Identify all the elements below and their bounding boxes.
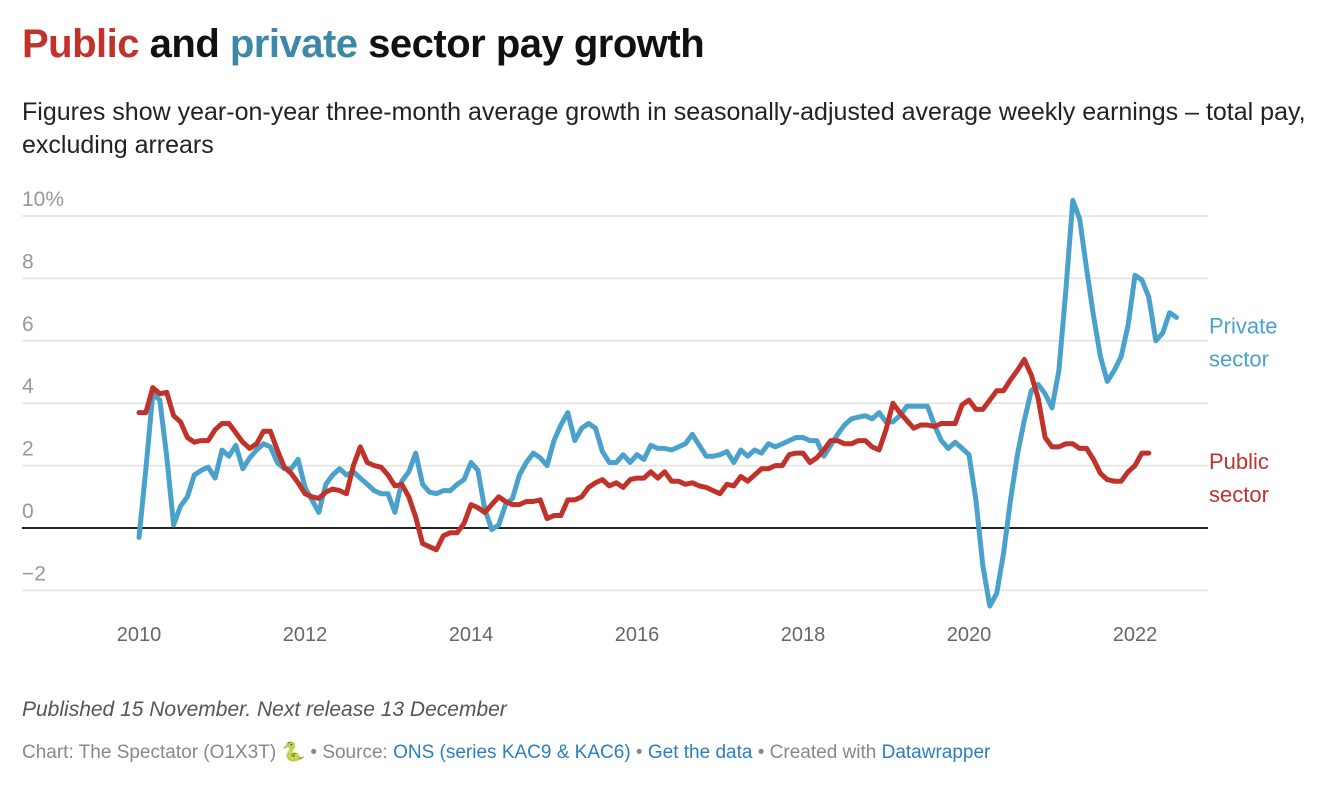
series-labels: Private sector Public sector — [1209, 313, 1277, 507]
gridlines — [22, 215, 1208, 592]
y-axis-ticks: 10% 8 6 4 2 0 −2 — [22, 188, 64, 585]
footer-created-with: • Created with — [752, 742, 882, 763]
datawrapper-link[interactable]: Datawrapper — [881, 742, 991, 763]
x-axis-ticks: 2010 2012 2014 2016 2018 2020 2022 — [117, 624, 1158, 646]
x-tick-label: 2016 — [615, 624, 660, 646]
title-private-word: private — [229, 22, 358, 66]
footer-chart-by: Chart: The Spectator (O1X3T) — [22, 742, 277, 763]
private-sector-line — [136, 197, 1179, 609]
private-sector-label: sector — [1209, 346, 1269, 371]
y-tick-label: 2 — [22, 438, 34, 461]
footer-source-prefix: • Source: — [305, 742, 394, 763]
series-lines — [136, 197, 1179, 609]
x-tick-label: 2022 — [1113, 624, 1158, 646]
public-sector-line — [136, 357, 1152, 553]
y-tick-label: 8 — [22, 250, 34, 273]
y-tick-label: 4 — [22, 375, 34, 398]
y-tick-label: 0 — [22, 500, 34, 523]
public-sector-label: sector — [1209, 482, 1269, 507]
x-tick-label: 2012 — [283, 624, 328, 646]
title-rest: sector pay growth — [357, 22, 705, 66]
title-public-word: Public — [22, 22, 140, 66]
x-tick-label: 2014 — [449, 624, 494, 646]
chart-title: Public and private sector pay growth — [22, 22, 705, 67]
footer-sep: • — [630, 742, 648, 763]
y-tick-label: −2 — [22, 562, 46, 585]
y-tick-label: 6 — [22, 313, 34, 336]
x-tick-label: 2018 — [781, 624, 826, 646]
source-link[interactable]: ONS (series KAC9 & KAC6) — [393, 742, 631, 763]
x-tick-label: 2010 — [117, 624, 162, 646]
x-tick-label: 2020 — [947, 624, 992, 646]
title-and: and — [139, 22, 230, 66]
y-tick-label: 10% — [22, 188, 64, 211]
public-sector-label: Public — [1209, 449, 1269, 474]
private-sector-label: Private — [1209, 313, 1277, 338]
chart-footer: Chart: The Spectator (O1X3T) 🐍 • Source:… — [22, 740, 990, 764]
chart-subtitle: Figures show year-on-year three-month av… — [22, 98, 1306, 159]
snake-icon: 🐍 — [281, 742, 306, 763]
get-the-data-link[interactable]: Get the data — [647, 742, 753, 763]
chart-notes: Published 15 November. Next release 13 D… — [22, 698, 507, 721]
